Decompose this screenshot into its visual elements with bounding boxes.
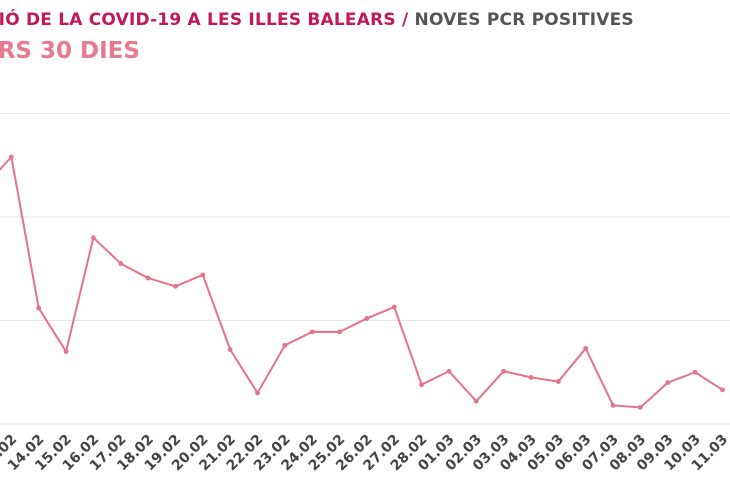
series-line [0,155,723,409]
data-point [309,329,315,335]
data-point [473,398,479,404]
data-point [692,369,698,375]
data-point [720,387,725,393]
data-point [200,272,206,278]
data-point [391,304,397,310]
data-point [8,154,14,160]
data-point [173,283,178,289]
chart-title-main: CIÓ DE LA COVID-19 A LES ILLES BALEARS [0,10,396,30]
data-point [528,375,534,380]
data-point [610,402,616,408]
data-point [446,368,452,374]
data-point [665,380,671,385]
chart-title: CIÓ DE LA COVID-19 A LES ILLES BALEARS /… [0,10,634,30]
data-point [227,347,233,352]
data-point [145,275,151,281]
data-point [419,382,424,388]
data-point [255,390,260,396]
chart-subtitle: ERS 30 DIES [0,38,140,64]
data-point [118,261,124,266]
data-point [36,305,42,311]
data-point [63,349,69,354]
data-point [364,316,370,321]
chart-title-separator: / [401,10,409,30]
data-point [337,329,342,335]
data-point [555,379,561,384]
data-point [501,368,507,374]
data-point [583,346,589,351]
data-point [91,235,96,241]
data-point [282,342,288,348]
chart-title-metric: NOVES PCR POSITIVES [414,10,634,30]
data-point [638,405,643,410]
